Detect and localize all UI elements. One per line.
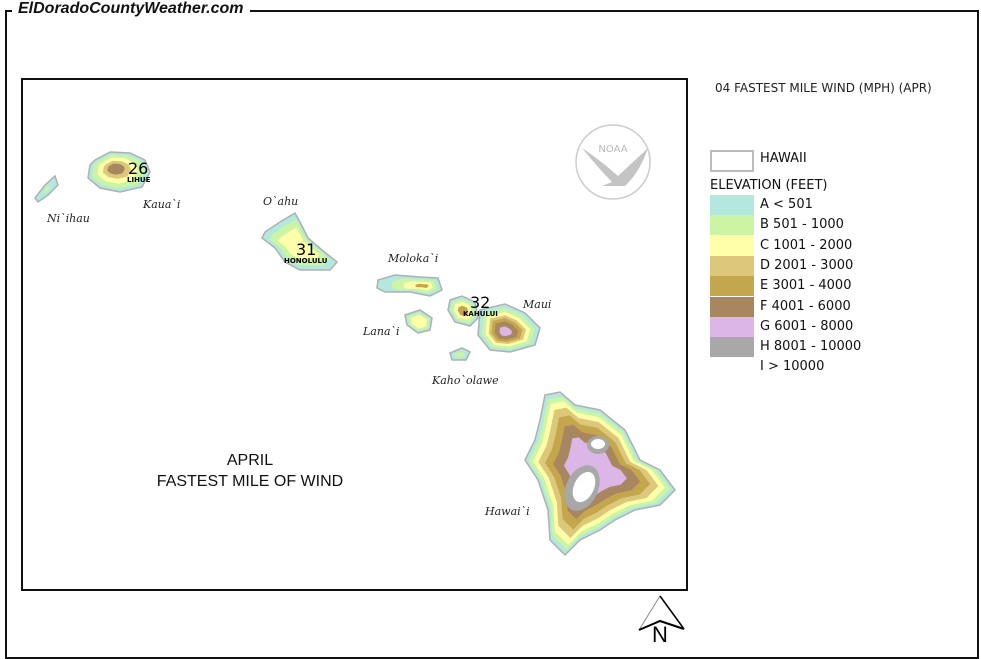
noaa-logo-text: NOAA xyxy=(598,144,627,155)
label-oahu: O`ahu xyxy=(263,195,299,208)
legend-swatch xyxy=(710,255,754,276)
page-frame xyxy=(5,10,979,659)
legend-label: H 8001 - 10000 xyxy=(760,339,862,355)
north-label: N xyxy=(652,622,668,647)
label-niihau: Ni`ihau xyxy=(47,212,90,225)
map-heading: 04 FASTEST MILE WIND (MPH) (APR) xyxy=(715,81,932,95)
legend-swatch xyxy=(710,235,754,256)
station-honolulu: HONOLULU xyxy=(284,257,328,265)
elevation-band-oahu xyxy=(278,227,320,259)
legend-label: D 2001 - 3000 xyxy=(760,257,854,273)
legend-swatch xyxy=(710,316,754,337)
legend-swatch xyxy=(710,276,754,297)
legend-swatch xyxy=(710,296,754,317)
elevation-band-molokai xyxy=(415,283,429,288)
summit-mauna-kea xyxy=(591,439,605,449)
legend-label: E 3001 - 4000 xyxy=(760,278,852,294)
elevation-band-maui-west xyxy=(457,305,469,317)
legend-swatch xyxy=(710,195,754,215)
elevation-band-lanai xyxy=(410,314,427,329)
legend-elevation-title: ELEVATION (FEET) xyxy=(710,178,828,193)
map-panel xyxy=(21,78,688,591)
elevation-band-kahoolawe xyxy=(455,351,465,358)
legend-label: F 4001 - 6000 xyxy=(760,298,851,314)
legend-boundary-label: HAWAII xyxy=(760,151,807,166)
label-lanai: Lana`i xyxy=(363,325,400,338)
elevation-band-kauai xyxy=(107,163,125,175)
station-kahului: KAHULUI xyxy=(463,310,498,318)
station-lihue: LIHUE xyxy=(127,176,151,184)
wind-value-kahului: 32 xyxy=(470,293,491,312)
map-title-subject: FASTEST MILE OF WIND xyxy=(156,473,344,490)
map-title-month: APRIL xyxy=(226,452,274,469)
elevation-band-niihau xyxy=(42,185,50,194)
label-kauai: Kaua`i xyxy=(143,198,181,211)
legend-label: B 501 - 1000 xyxy=(760,217,844,233)
site-title: ElDoradoCountyWeather.com xyxy=(12,0,250,18)
wind-value-honolulu: 31 xyxy=(296,240,317,259)
legend-label: A < 501 xyxy=(760,197,813,212)
label-maui: Maui xyxy=(523,298,552,311)
north-arrow-icon xyxy=(638,595,685,631)
legend-swatch xyxy=(710,337,754,358)
legend-boundary-swatch xyxy=(710,150,754,172)
elevation-band-maui-east xyxy=(499,326,512,336)
legend-label: C 1001 - 2000 xyxy=(760,237,853,253)
legend-swatch xyxy=(710,215,754,236)
summit-mauna-loa xyxy=(572,471,596,503)
label-kahoolawe: Kaho`olawe xyxy=(432,374,499,387)
legend-label: G 6001 - 8000 xyxy=(760,318,854,334)
map-title: APRIL FASTEST MILE OF WIND xyxy=(120,450,380,492)
wind-value-lihue: 26 xyxy=(128,159,149,178)
noaa-logo xyxy=(575,124,651,200)
legend-label: I > 10000 xyxy=(760,359,825,375)
label-molokai: Moloka`i xyxy=(388,252,439,265)
label-hawaii: Hawai`i xyxy=(485,505,530,518)
